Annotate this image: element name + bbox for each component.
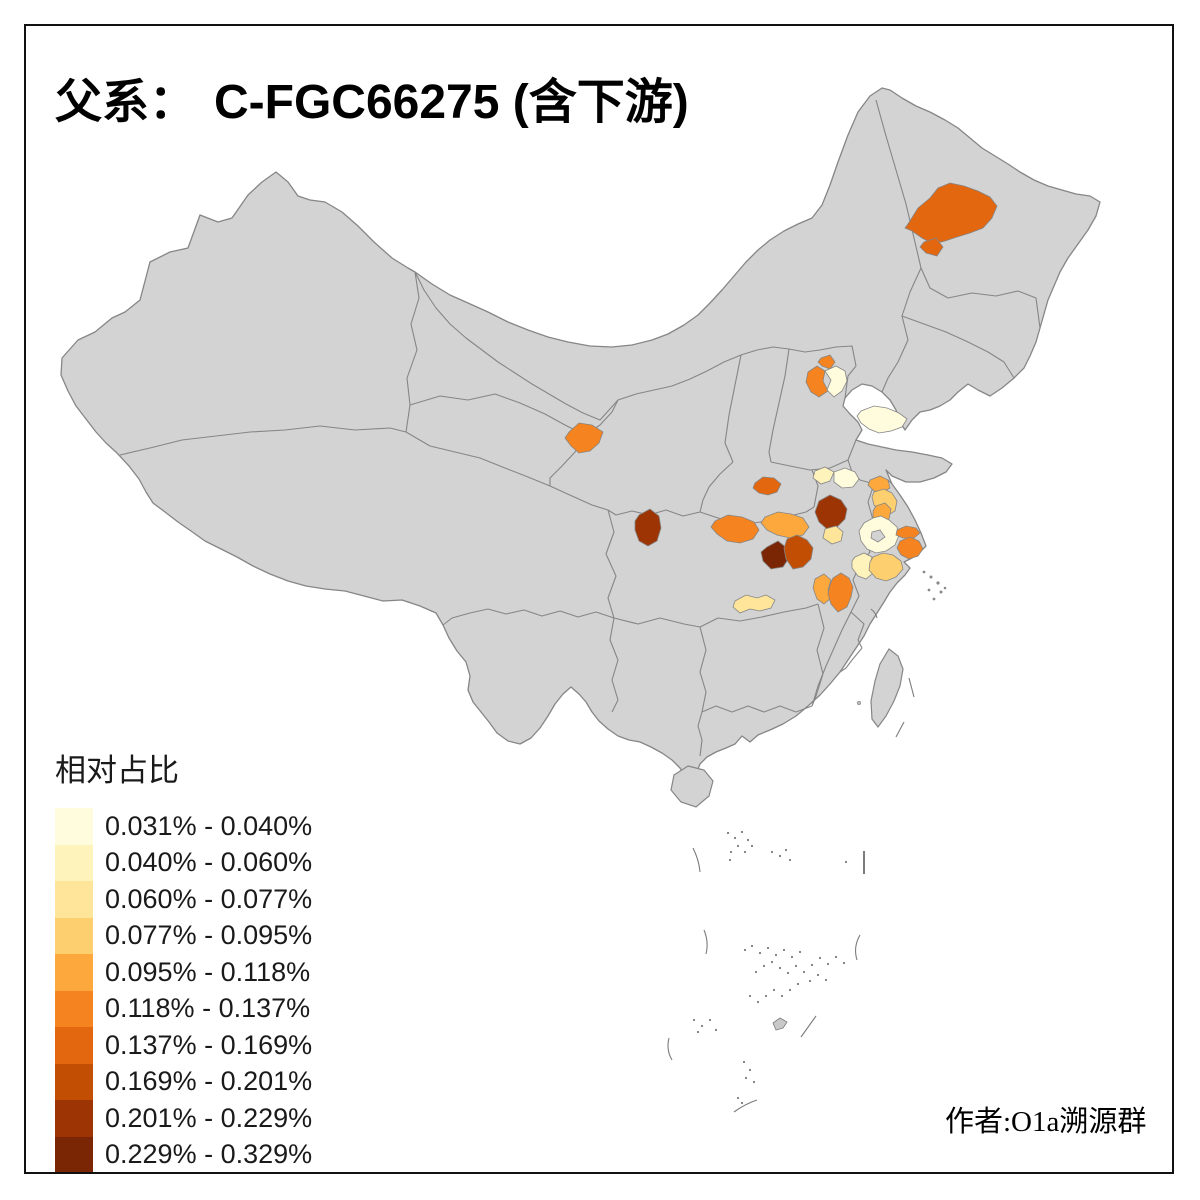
islands [670,570,947,808]
legend-swatch [55,1027,93,1064]
zhoushan-islands [922,570,947,601]
legend-label: 0.229% - 0.329% [105,1139,313,1170]
region-hunan-north-pale [732,594,776,614]
legend-row: 0.040% - 0.060% [55,844,313,881]
region-heilongjiang-west [904,182,998,245]
legend-row: 0.077% - 0.095% [55,917,313,954]
islet-dots [692,830,848,1105]
legend-row: 0.201% - 0.229% [55,1100,312,1137]
legend-row: 0.095% - 0.118% [55,954,312,991]
legend-label: 0.118% - 0.137% [105,993,311,1024]
region-anhui-center-dark [814,494,848,530]
region-hubei-east-rust [783,534,814,570]
legend-label: 0.060% - 0.077% [105,883,313,914]
legend: 相对占比 0.031% - 0.040% 0.040% - 0.060% 0.060… [55,745,312,1173]
region-anhui-pale-yellow [822,525,844,545]
region-zhejiang-north [868,552,904,582]
colored-regions [564,182,998,614]
region-hubei-northwest [710,514,760,544]
legend-label: 0.077% - 0.095% [105,920,313,951]
region-jiangxi-north [827,572,854,613]
legend-title: 相对占比 [55,753,179,788]
legend-row: 0.060% - 0.077% [55,881,312,918]
legend-rows: 0.031% - 0.040% 0.040% - 0.060% 0.060% - 0… [55,808,312,1173]
legend-label: 0.137% - 0.169% [105,1029,313,1060]
region-suzhou-strip [895,525,921,539]
legend-row: 0.137% - 0.169% [55,1027,312,1064]
legend-swatch [55,881,93,918]
legend-swatch [55,990,93,1027]
region-beijing-tianjin-pale [824,365,848,398]
region-hubei-east-deep [760,540,790,570]
legend-row: 0.229% - 0.329% [55,1136,313,1173]
title-main: C-FGC66275 (含下游) [214,76,689,129]
region-jiangsu-gray-notch [870,529,886,543]
legend-swatch [55,917,93,954]
legend-label: 0.031% - 0.040% [105,810,313,841]
region-shandong-pale [856,405,908,434]
legend-swatch [55,1136,93,1173]
region-henan-zhengzhou [752,476,782,496]
region-gansu-lanzhou [564,422,604,454]
penghu-island [857,701,861,705]
legend-label: 0.095% - 0.118% [105,956,311,987]
paracel-islet [772,1017,788,1031]
sea-dashes-and-islets [667,608,915,1113]
title-prefix: 父系： [55,77,196,129]
region-heilongjiang-west-south [919,237,944,257]
legend-label: 0.201% - 0.229% [105,1102,313,1133]
region-sichuan-north-dark [634,508,662,547]
taiwan-island [870,648,904,729]
region-zhejiang-west-pale [851,552,874,580]
region-henan-east-pale [812,466,835,485]
legend-label: 0.040% - 0.060% [105,847,313,878]
legend-row: 0.031% - 0.040% [55,808,312,845]
hainan-island [670,765,714,808]
legend-swatch [55,844,93,881]
attribution-text: 作者:O1a溯源群 [945,1106,1147,1138]
legend-row: 0.118% - 0.137% [55,990,312,1027]
region-anhui-north-cream [833,467,860,489]
legend-swatch [55,954,93,991]
legend-label: 0.169% - 0.201% [105,1066,313,1097]
legend-row: 0.169% - 0.201% [55,1063,313,1100]
legend-swatch [55,808,93,845]
region-hubei-north [760,511,810,539]
region-shanghai [896,536,924,560]
page-title: 父系： C-FGC66275 (含下游) [55,62,689,132]
legend-swatch [55,1100,93,1137]
legend-swatch [55,1063,93,1100]
